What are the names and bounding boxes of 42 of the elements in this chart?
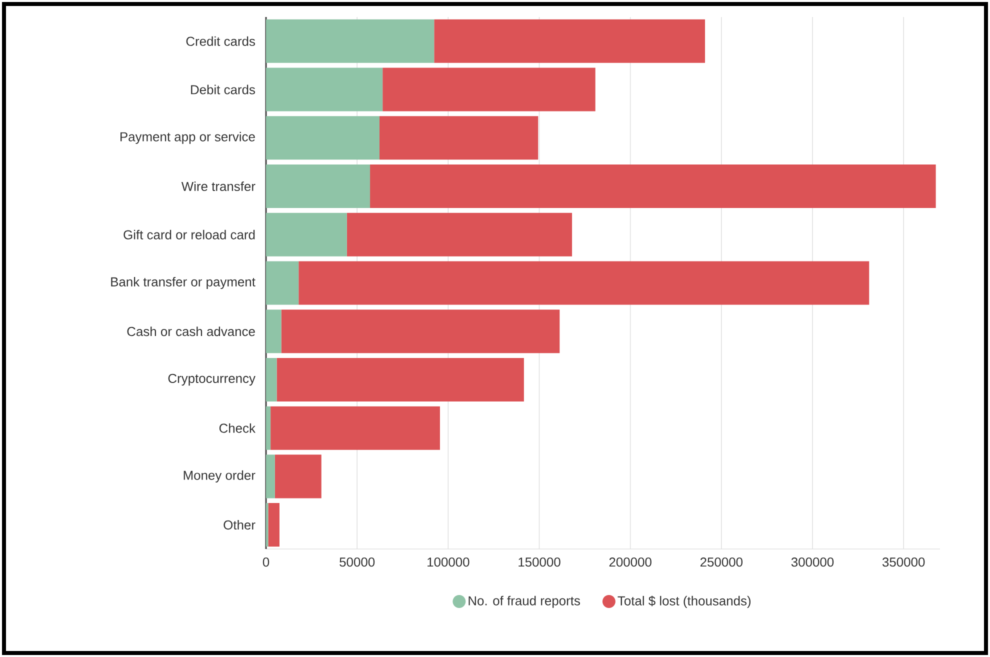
- y-tick-label: Check: [219, 423, 256, 433]
- y-tick-label: Cryptocurrency: [168, 374, 256, 386]
- bar: [346, 212, 572, 256]
- legend-label: Total $ lost (thousands): [618, 596, 751, 608]
- y-tick-label: Money order: [184, 470, 256, 482]
- bar: [274, 454, 322, 498]
- x-tick-label: 0: [262, 558, 270, 567]
- bar: [379, 116, 538, 160]
- bar: [266, 164, 370, 208]
- bar: [270, 406, 440, 450]
- bar: [266, 68, 383, 112]
- bar: [266, 116, 380, 160]
- y-tick-label: Debit cards: [191, 84, 256, 94]
- bar: [276, 358, 524, 402]
- x-tick-label: 350000: [882, 558, 925, 567]
- x-tick-label: 300000: [791, 558, 834, 567]
- x-tick-label: 150000: [518, 558, 560, 567]
- bar: [266, 212, 347, 256]
- y-tick-label: Cash or cash advance: [127, 326, 255, 336]
- x-tick-label: 100000: [428, 558, 470, 567]
- y-tick-label: Credit cards: [186, 36, 256, 46]
- bar: [268, 503, 280, 547]
- bar: [434, 19, 706, 63]
- bar: [266, 19, 434, 63]
- y-tick-label: Payment app or service: [120, 132, 255, 144]
- bar: [281, 310, 560, 354]
- bar: [266, 358, 277, 402]
- x-tick-label: 50000: [340, 558, 375, 567]
- x-tick-label: 200000: [609, 558, 652, 567]
- x-tick-label: 250000: [700, 558, 743, 567]
- legend-label: No. of fraud reports: [468, 596, 580, 608]
- bar: [382, 68, 596, 112]
- bar: [298, 261, 870, 305]
- bar: [370, 164, 936, 208]
- y-tick-label: Other: [224, 520, 256, 530]
- bar: [266, 406, 271, 450]
- y-tick-label: Gift card or reload card: [124, 230, 255, 240]
- bar: [266, 261, 299, 305]
- y-tick-label: Bank transfer or payment: [111, 276, 256, 290]
- bar: [266, 454, 275, 498]
- bar: [266, 310, 282, 354]
- y-tick-label: Wire transfer: [181, 182, 256, 192]
